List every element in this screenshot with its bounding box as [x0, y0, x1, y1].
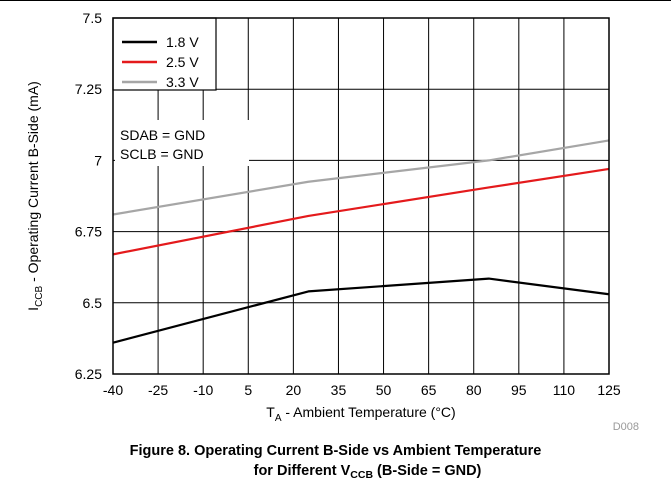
legend-label: 1.8 V	[166, 34, 199, 50]
y-tick-label: 7.5	[83, 10, 103, 26]
legend-label: 2.5 V	[166, 54, 199, 70]
y-tick-label: 6.75	[75, 224, 102, 240]
plot-frame	[112, 17, 610, 375]
series-line	[112, 277, 610, 344]
y-tick-label: 7	[94, 152, 102, 168]
x-tick-label: 50	[376, 382, 392, 398]
y-tick-label: 6.25	[75, 366, 102, 382]
legend: 1.8 V 2.5 V 3.3 V	[112, 17, 217, 91]
top-rule	[0, 0, 671, 1]
series-lines	[112, 139, 610, 344]
figure-id: D008	[613, 421, 639, 433]
x-tick-label: 95	[511, 382, 527, 398]
caption-line-1: Figure 8. Operating Current B-Side vs Am…	[129, 443, 542, 459]
x-axis-label: TA - Ambient Temperature (°C)	[266, 404, 455, 424]
line-chart: SDAB = GND SCLB = GND 1.8 V 2.5 V 3.3 V 6.2…	[25, 10, 639, 433]
x-tick-label: 5	[244, 382, 252, 398]
x-tick-label: 110	[553, 382, 576, 398]
y-axis-label: ICCB - Operating Current B-Side (mA)	[25, 81, 45, 311]
y-tick-label: 7.25	[75, 81, 102, 97]
annotations: SDAB = GND SCLB = GND	[115, 120, 249, 166]
y-tick-label: 6.5	[83, 295, 103, 311]
x-tick-labels: -40 -25 -10 5 20 35 50 65 80 95 110 125	[103, 382, 621, 398]
x-tick-label: 35	[331, 382, 347, 398]
x-tick-label: -40	[103, 382, 123, 398]
x-tick-label: 20	[286, 382, 302, 398]
caption-line-2: for Different VCCB (B-Side = GND)	[253, 463, 482, 481]
series-line	[112, 139, 610, 216]
figure-caption: Figure 8. Operating Current B-Side vs Am…	[0, 441, 671, 481]
x-tick-label: 80	[466, 382, 482, 398]
annotation-text: SDAB = GND	[120, 127, 205, 143]
legend-label: 3.3 V	[166, 74, 199, 90]
legend-box	[112, 17, 217, 91]
x-tick-label: -25	[148, 382, 168, 398]
x-tick-label: 65	[421, 382, 437, 398]
y-tick-labels: 6.25 6.5 6.75 7 7.25 7.5	[75, 10, 102, 382]
series-line	[112, 167, 610, 256]
x-tick-label: 125	[597, 382, 621, 398]
annotation-background	[115, 120, 249, 166]
annotation-text: SCLB = GND	[120, 146, 204, 162]
x-tick-label: -10	[193, 382, 213, 398]
